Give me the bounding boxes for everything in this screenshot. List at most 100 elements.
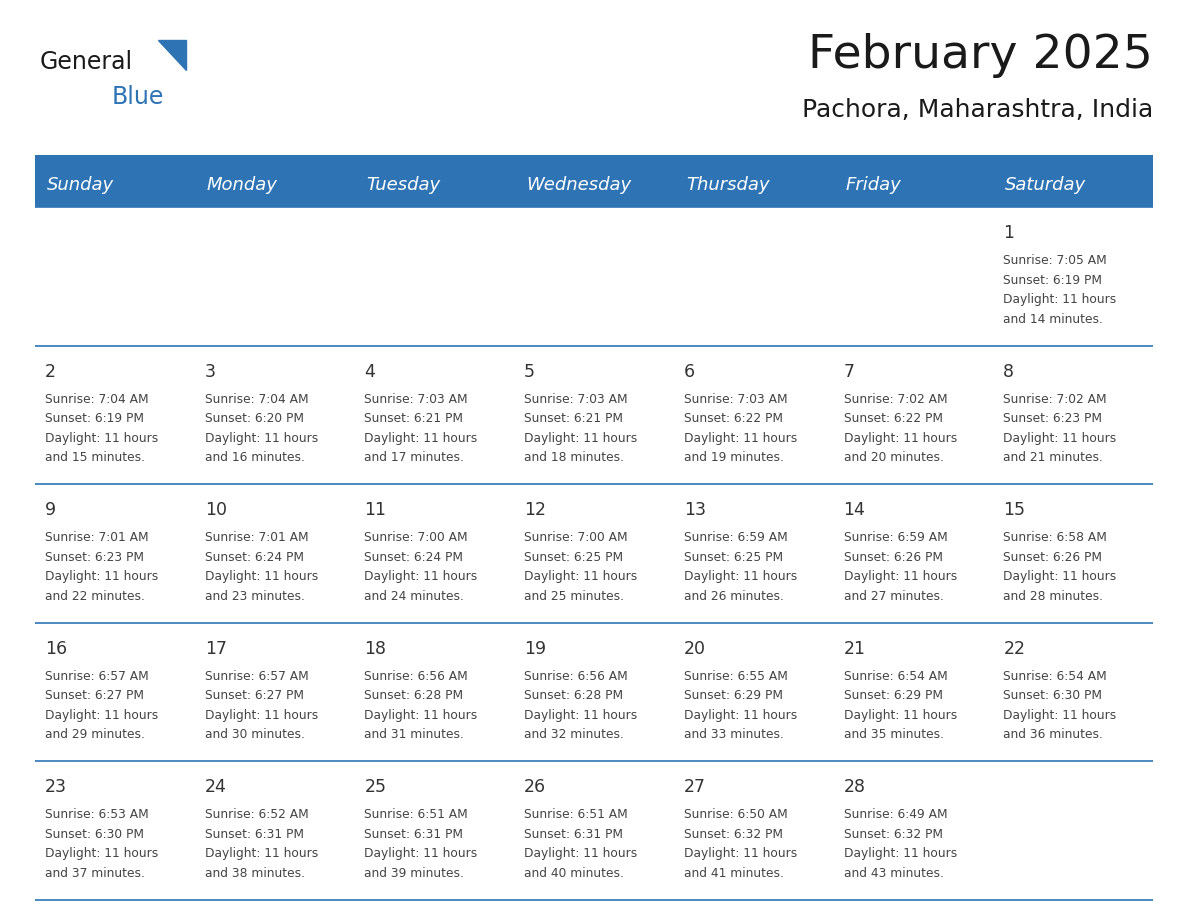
Text: 11: 11: [365, 501, 386, 520]
Text: 24: 24: [204, 778, 227, 797]
Text: Daylight: 11 hours: Daylight: 11 hours: [365, 431, 478, 444]
Text: 18: 18: [365, 640, 386, 658]
Text: Daylight: 11 hours: Daylight: 11 hours: [45, 570, 158, 583]
Text: Thursday: Thursday: [685, 175, 770, 194]
Text: Sunset: 6:29 PM: Sunset: 6:29 PM: [684, 689, 783, 702]
Text: Sunrise: 7:01 AM: Sunrise: 7:01 AM: [45, 532, 148, 544]
Text: Daylight: 11 hours: Daylight: 11 hours: [684, 709, 797, 722]
Text: Tuesday: Tuesday: [366, 175, 441, 194]
Text: Sunset: 6:30 PM: Sunset: 6:30 PM: [1004, 689, 1102, 702]
Polygon shape: [158, 40, 187, 70]
Text: and 35 minutes.: and 35 minutes.: [843, 728, 943, 742]
Text: and 30 minutes.: and 30 minutes.: [204, 728, 304, 742]
Text: Daylight: 11 hours: Daylight: 11 hours: [45, 847, 158, 860]
Text: Sunrise: 6:54 AM: Sunrise: 6:54 AM: [1004, 670, 1107, 683]
Text: Sunrise: 7:01 AM: Sunrise: 7:01 AM: [204, 532, 309, 544]
Text: Sunset: 6:26 PM: Sunset: 6:26 PM: [843, 551, 942, 564]
Text: and 24 minutes.: and 24 minutes.: [365, 589, 465, 603]
Text: Daylight: 11 hours: Daylight: 11 hours: [365, 847, 478, 860]
Text: Daylight: 11 hours: Daylight: 11 hours: [365, 709, 478, 722]
Text: Sunrise: 6:50 AM: Sunrise: 6:50 AM: [684, 809, 788, 822]
Bar: [34, 162, 1154, 207]
Text: 14: 14: [843, 501, 865, 520]
Text: Sunrise: 6:57 AM: Sunrise: 6:57 AM: [204, 670, 309, 683]
Text: Sunrise: 6:59 AM: Sunrise: 6:59 AM: [843, 532, 947, 544]
Text: 13: 13: [684, 501, 706, 520]
Text: Sunset: 6:29 PM: Sunset: 6:29 PM: [843, 689, 942, 702]
Text: Daylight: 11 hours: Daylight: 11 hours: [45, 709, 158, 722]
Text: Sunset: 6:21 PM: Sunset: 6:21 PM: [524, 412, 624, 425]
Text: Daylight: 11 hours: Daylight: 11 hours: [365, 570, 478, 583]
Text: Sunset: 6:31 PM: Sunset: 6:31 PM: [524, 828, 624, 841]
Text: 8: 8: [1004, 363, 1015, 381]
Text: and 32 minutes.: and 32 minutes.: [524, 728, 624, 742]
Text: Sunrise: 7:00 AM: Sunrise: 7:00 AM: [365, 532, 468, 544]
Text: Sunrise: 6:53 AM: Sunrise: 6:53 AM: [45, 809, 148, 822]
Text: and 20 minutes.: and 20 minutes.: [843, 451, 943, 465]
Text: 17: 17: [204, 640, 227, 658]
Text: Sunset: 6:19 PM: Sunset: 6:19 PM: [45, 412, 144, 425]
Text: Sunrise: 6:57 AM: Sunrise: 6:57 AM: [45, 670, 148, 683]
Text: Sunrise: 6:49 AM: Sunrise: 6:49 AM: [843, 809, 947, 822]
Text: 22: 22: [1004, 640, 1025, 658]
Text: and 26 minutes.: and 26 minutes.: [684, 589, 784, 603]
Text: Sunset: 6:27 PM: Sunset: 6:27 PM: [45, 689, 144, 702]
Text: Sunrise: 7:03 AM: Sunrise: 7:03 AM: [684, 393, 788, 406]
Text: Sunrise: 7:02 AM: Sunrise: 7:02 AM: [843, 393, 947, 406]
Text: Daylight: 11 hours: Daylight: 11 hours: [204, 709, 318, 722]
Text: Sunrise: 6:59 AM: Sunrise: 6:59 AM: [684, 532, 788, 544]
Text: Daylight: 11 hours: Daylight: 11 hours: [843, 709, 956, 722]
Text: Sunset: 6:28 PM: Sunset: 6:28 PM: [524, 689, 624, 702]
Text: Daylight: 11 hours: Daylight: 11 hours: [45, 431, 158, 444]
Text: and 27 minutes.: and 27 minutes.: [843, 589, 943, 603]
Text: Sunrise: 6:56 AM: Sunrise: 6:56 AM: [524, 670, 628, 683]
Text: and 36 minutes.: and 36 minutes.: [1004, 728, 1104, 742]
Text: and 14 minutes.: and 14 minutes.: [1004, 312, 1104, 326]
Text: 4: 4: [365, 363, 375, 381]
Text: Daylight: 11 hours: Daylight: 11 hours: [684, 431, 797, 444]
Text: Sunrise: 7:05 AM: Sunrise: 7:05 AM: [1004, 254, 1107, 267]
Text: 3: 3: [204, 363, 216, 381]
Bar: [34, 155, 1154, 162]
Text: 19: 19: [524, 640, 546, 658]
Text: 26: 26: [524, 778, 546, 797]
Text: Monday: Monday: [207, 175, 278, 194]
Text: Sunrise: 6:58 AM: Sunrise: 6:58 AM: [1004, 532, 1107, 544]
Text: Sunrise: 6:54 AM: Sunrise: 6:54 AM: [843, 670, 947, 683]
Text: 5: 5: [524, 363, 535, 381]
Bar: [34, 484, 1154, 622]
Text: Sunset: 6:26 PM: Sunset: 6:26 PM: [1004, 551, 1102, 564]
Text: and 19 minutes.: and 19 minutes.: [684, 451, 784, 465]
Text: Sunrise: 7:04 AM: Sunrise: 7:04 AM: [45, 393, 148, 406]
Text: and 17 minutes.: and 17 minutes.: [365, 451, 465, 465]
Text: and 38 minutes.: and 38 minutes.: [204, 867, 304, 879]
Text: 16: 16: [45, 640, 68, 658]
Text: and 37 minutes.: and 37 minutes.: [45, 867, 145, 879]
Bar: [34, 761, 1154, 900]
Text: Daylight: 11 hours: Daylight: 11 hours: [204, 570, 318, 583]
Text: Sunset: 6:21 PM: Sunset: 6:21 PM: [365, 412, 463, 425]
Text: and 16 minutes.: and 16 minutes.: [204, 451, 304, 465]
Text: 10: 10: [204, 501, 227, 520]
Text: 15: 15: [1004, 501, 1025, 520]
Text: and 25 minutes.: and 25 minutes.: [524, 589, 624, 603]
Bar: [34, 207, 1154, 345]
Text: Sunset: 6:25 PM: Sunset: 6:25 PM: [684, 551, 783, 564]
Text: and 28 minutes.: and 28 minutes.: [1004, 589, 1104, 603]
Text: Friday: Friday: [846, 175, 902, 194]
Text: Sunday: Sunday: [48, 175, 114, 194]
Text: Sunrise: 6:55 AM: Sunrise: 6:55 AM: [684, 670, 788, 683]
Text: and 29 minutes.: and 29 minutes.: [45, 728, 145, 742]
Text: Wednesday: Wednesday: [526, 175, 631, 194]
Text: Sunset: 6:32 PM: Sunset: 6:32 PM: [684, 828, 783, 841]
Text: Daylight: 11 hours: Daylight: 11 hours: [843, 570, 956, 583]
Text: Sunset: 6:24 PM: Sunset: 6:24 PM: [204, 551, 304, 564]
Text: Sunrise: 7:03 AM: Sunrise: 7:03 AM: [524, 393, 627, 406]
Text: and 31 minutes.: and 31 minutes.: [365, 728, 465, 742]
Text: Sunset: 6:27 PM: Sunset: 6:27 PM: [204, 689, 304, 702]
Text: Daylight: 11 hours: Daylight: 11 hours: [1004, 570, 1117, 583]
Bar: [34, 622, 1154, 761]
Text: 28: 28: [843, 778, 866, 797]
Text: Daylight: 11 hours: Daylight: 11 hours: [843, 847, 956, 860]
Text: and 22 minutes.: and 22 minutes.: [45, 589, 145, 603]
